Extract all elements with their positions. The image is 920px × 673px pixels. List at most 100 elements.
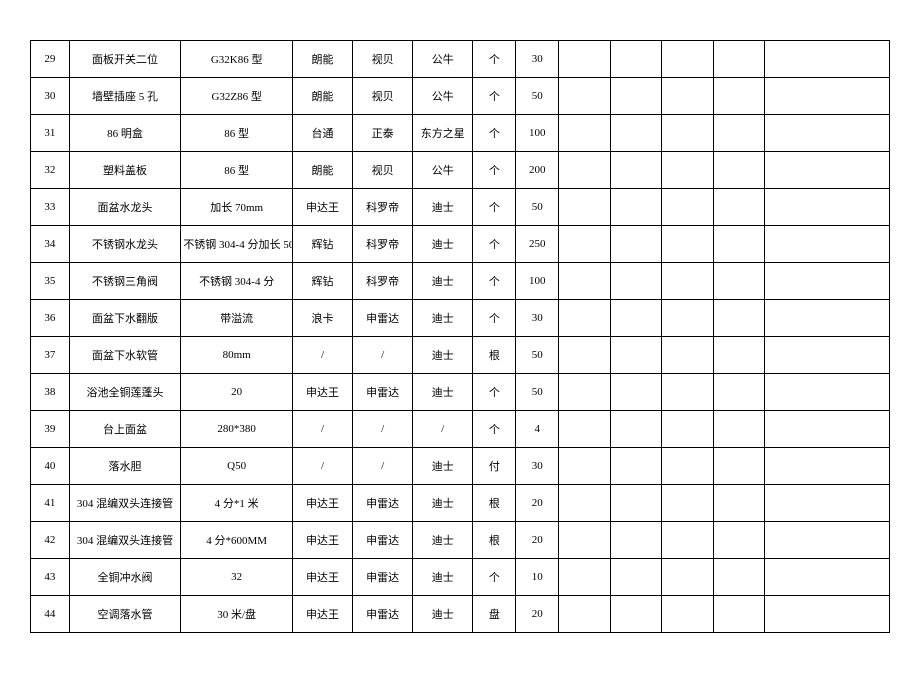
table-cell [713,78,765,115]
table-cell: 辉钻 [292,263,352,300]
table-cell: 32 [181,559,293,596]
table-cell [765,337,890,374]
table-cell: / [353,448,413,485]
table-cell: 视贝 [353,78,413,115]
table-cell [662,226,714,263]
table-cell: 不锈钢 304-4 分 [181,263,293,300]
table-cell: 86 型 [181,152,293,189]
materials-table: 29面板开关二位G32K86 型朗能视贝公牛个3030墙壁插座 5 孔G32Z8… [30,40,890,633]
table-cell: 39 [31,411,70,448]
table-cell [713,596,765,633]
table-cell: 4 分*600MM [181,522,293,559]
table-cell [713,411,765,448]
table-cell [662,337,714,374]
table-cell: 申雷达 [353,300,413,337]
table-cell [662,411,714,448]
table-cell: 根 [473,485,516,522]
table-cell: 申达王 [292,596,352,633]
table-cell: 20 [181,374,293,411]
table-cell: 80mm [181,337,293,374]
table-cell [662,263,714,300]
table-cell: 不锈钢 304-4 分加长 50 [181,226,293,263]
table-cell [559,189,611,226]
table-row: 3186 明盒86 型台通正泰东方之星个100 [31,115,890,152]
table-cell: 30 米/盘 [181,596,293,633]
table-cell [765,300,890,337]
table-cell: 科罗帝 [353,226,413,263]
table-cell: 迪士 [413,337,473,374]
table-cell [662,41,714,78]
table-cell: 迪士 [413,559,473,596]
table-cell [713,263,765,300]
table-row: 29面板开关二位G32K86 型朗能视贝公牛个30 [31,41,890,78]
table-cell: / [292,337,352,374]
table-cell [662,189,714,226]
table-cell: G32K86 型 [181,41,293,78]
table-cell: 30 [516,300,559,337]
table-cell [713,300,765,337]
table-cell [765,152,890,189]
table-cell [662,559,714,596]
table-cell: 43 [31,559,70,596]
table-cell: 面板开关二位 [69,41,181,78]
table-cell [713,337,765,374]
table-cell: 100 [516,115,559,152]
table-cell [662,115,714,152]
table-cell [765,226,890,263]
table-cell [559,374,611,411]
table-cell: 4 分*1 米 [181,485,293,522]
table-cell: 20 [516,485,559,522]
table-cell: 20 [516,522,559,559]
table-cell [559,152,611,189]
table-cell: 40 [31,448,70,485]
table-cell: 50 [516,189,559,226]
table-cell: 250 [516,226,559,263]
table-cell: 迪士 [413,448,473,485]
table-cell: 台通 [292,115,352,152]
table-cell: 塑料盖板 [69,152,181,189]
table-cell: 个 [473,263,516,300]
table-row: 41304 混编双头连接管4 分*1 米申达王申雷达迪士根20 [31,485,890,522]
table-cell [559,115,611,152]
table-cell: 朗能 [292,78,352,115]
table-cell: 38 [31,374,70,411]
table-cell [610,300,662,337]
table-cell: 申雷达 [353,596,413,633]
table-cell: 86 型 [181,115,293,152]
table-cell: 304 混编双头连接管 [69,522,181,559]
table-cell: 个 [473,559,516,596]
table-cell: 个 [473,152,516,189]
table-cell: 根 [473,337,516,374]
table-cell [662,522,714,559]
table-cell [765,411,890,448]
table-cell: 个 [473,226,516,263]
table-cell [559,337,611,374]
table-cell [610,263,662,300]
table-cell: 个 [473,41,516,78]
table-cell [559,485,611,522]
table-cell: 30 [31,78,70,115]
table-cell [662,152,714,189]
table-cell: 200 [516,152,559,189]
table-cell [662,485,714,522]
table-cell: 迪士 [413,189,473,226]
table-row: 42304 混编双头连接管4 分*600MM申达王申雷达迪士根20 [31,522,890,559]
table-cell: 34 [31,226,70,263]
table-cell: Q50 [181,448,293,485]
table-cell: 个 [473,374,516,411]
table-cell: 正泰 [353,115,413,152]
table-cell [662,374,714,411]
table-cell [610,226,662,263]
table-cell: 86 明盒 [69,115,181,152]
table-cell: 100 [516,263,559,300]
table-cell: 35 [31,263,70,300]
table-cell [610,522,662,559]
table-cell [713,448,765,485]
table-cell [713,522,765,559]
table-cell: 朗能 [292,41,352,78]
table-cell: 迪士 [413,374,473,411]
table-cell [610,78,662,115]
table-cell: 36 [31,300,70,337]
table-cell [610,374,662,411]
table-row: 32塑料盖板86 型朗能视贝公牛个200 [31,152,890,189]
